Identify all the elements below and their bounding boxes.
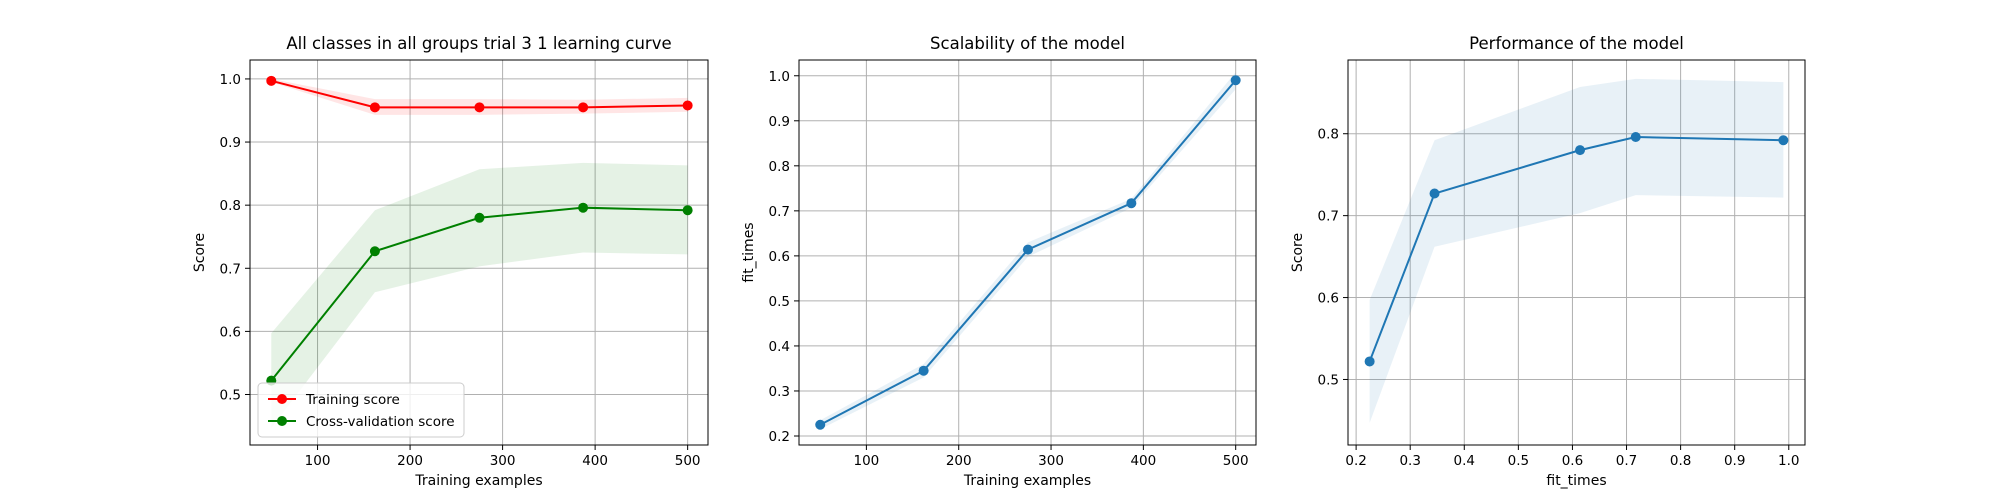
y-tick-label: 0.7	[220, 261, 241, 277]
x-tick-label: 0.6	[1562, 453, 1583, 469]
y-axis-label: Score	[192, 233, 208, 272]
chart-panel-1: 100 200 300 400 500 0.5 0.6 0.7 0.8 0.9 1.0 All cla…	[192, 34, 709, 489]
y-tick-label: 0.8	[220, 198, 241, 214]
y-tick-label: 0.8	[769, 159, 790, 175]
legend-label: Cross-validation score	[306, 414, 455, 430]
x-tick-label: 400	[1130, 453, 1156, 469]
x-tick-label: 0.9	[1724, 453, 1745, 469]
data-point	[578, 102, 589, 113]
y-tick-label: 0.6	[769, 249, 790, 265]
y-tick-label: 0.5	[220, 388, 241, 404]
x-tick-label: 200	[946, 453, 972, 469]
x-tick-label: 0.8	[1670, 453, 1691, 469]
x-tick-label: 1.0	[1778, 453, 1799, 469]
chart-title: Performance of the model	[1469, 34, 1684, 53]
y-tick-label: 0.3	[769, 384, 790, 400]
data-point	[1429, 188, 1440, 199]
data-point	[1630, 132, 1641, 142]
y-tick-label: 1.0	[220, 72, 241, 88]
y-tick-label: 0.9	[220, 135, 241, 151]
axes-frame	[798, 59, 1257, 446]
y-axis-label: fit_times	[741, 222, 757, 282]
data-point	[369, 102, 380, 113]
data-point	[682, 100, 693, 111]
legend-swatch-marker	[277, 416, 287, 426]
data-point	[1575, 145, 1586, 156]
data-point	[1126, 198, 1137, 209]
confidence-band	[271, 162, 688, 428]
y-tick-label: 0.9	[769, 114, 790, 130]
y-tick-label: 0.2	[769, 429, 790, 445]
chart-panel-3: 0.2 0.3 0.4 0.5 0.6 0.7 0.8 0.9 1.0 0.5 0.6 0.7 0.8 P…	[1290, 34, 1806, 489]
legend-label: Training score	[305, 392, 400, 408]
axes-frame	[249, 59, 709, 446]
confidence-band	[1369, 78, 1784, 423]
y-tick-label: 0.5	[1318, 372, 1339, 388]
y-tick-label: 0.6	[220, 324, 241, 340]
y-axis-label: Score	[1290, 233, 1306, 272]
chart-title: All classes in all groups trial 3 1 lear…	[286, 34, 671, 53]
x-tick-label: 500	[1223, 453, 1249, 469]
x-tick-label: 100	[305, 453, 331, 469]
axes-frame	[1347, 59, 1806, 446]
legend-swatch-marker	[277, 394, 287, 404]
data-point	[918, 365, 929, 376]
data-point	[1022, 244, 1033, 255]
data-point	[474, 102, 485, 113]
x-tick-label: 0.5	[1508, 453, 1529, 469]
x-tick-label: 300	[1038, 453, 1064, 469]
x-tick-label: 100	[854, 453, 880, 469]
chart-title: Scalability of the model	[930, 34, 1125, 53]
chart-panel-2: 100 200 300 400 500 0.2 0.3 0.4 0.5 0.6 0.7 0.8 0.9 1…	[741, 34, 1257, 489]
data-point	[1230, 75, 1241, 86]
x-axis-label: Training examples	[963, 473, 1091, 489]
y-tick-label: 0.5	[769, 294, 790, 310]
data-point	[682, 205, 693, 216]
x-axis-label: Training examples	[414, 473, 542, 489]
y-tick-label: 0.4	[769, 339, 790, 355]
x-tick-label: 0.2	[1345, 453, 1366, 469]
x-tick-label: 500	[675, 453, 701, 469]
y-tick-label: 0.6	[1318, 291, 1339, 307]
data-point	[578, 202, 589, 213]
x-tick-label: 0.7	[1616, 453, 1637, 469]
y-tick-label: 0.7	[1318, 209, 1339, 225]
x-axis-label: fit_times	[1546, 473, 1606, 489]
y-tick-label: 0.8	[1318, 127, 1339, 143]
data-point	[815, 419, 826, 430]
x-tick-label: 0.3	[1399, 453, 1420, 469]
y-tick-label: 0.7	[769, 204, 790, 220]
legend: Training score Cross-validation score	[257, 382, 465, 438]
x-tick-label: 200	[397, 453, 423, 469]
x-tick-label: 300	[490, 453, 516, 469]
data-point	[369, 246, 380, 257]
x-tick-label: 400	[582, 453, 608, 469]
data-point	[1778, 135, 1789, 146]
data-point	[1364, 356, 1375, 367]
x-tick-label: 0.4	[1454, 453, 1475, 469]
y-tick-label: 1.0	[769, 69, 790, 85]
legend-box	[257, 382, 465, 438]
data-point	[266, 75, 277, 86]
data-point	[474, 212, 485, 223]
